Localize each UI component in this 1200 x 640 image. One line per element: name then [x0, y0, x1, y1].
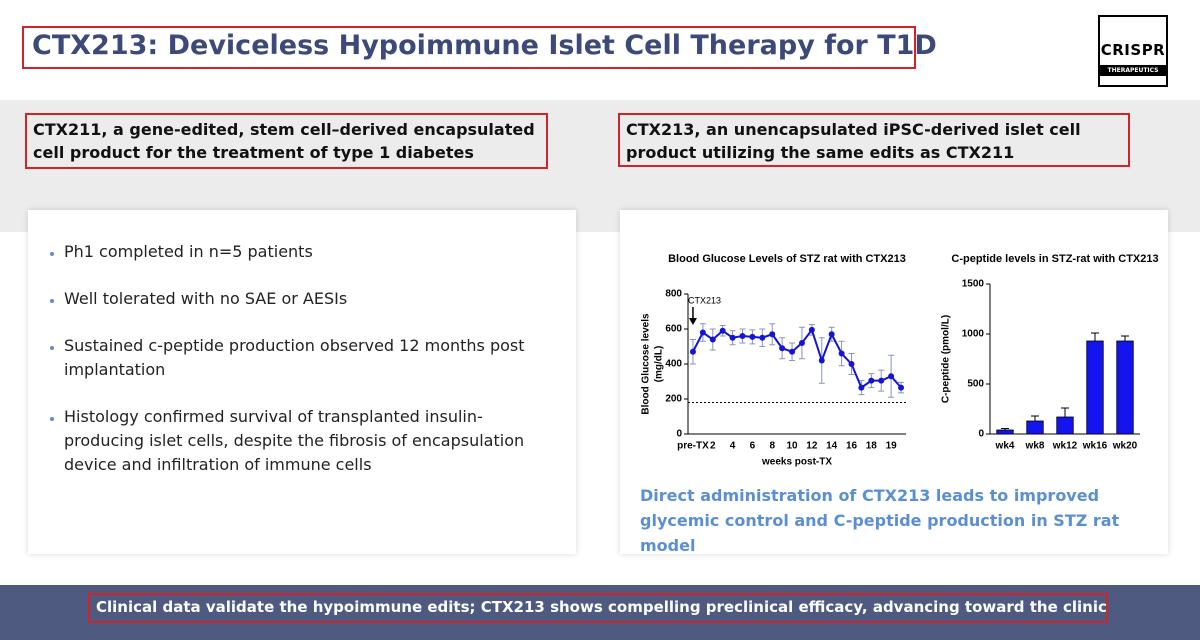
- chart-title: C-peptide levels in STZ-rat with CTX213: [951, 253, 1158, 265]
- point: [749, 333, 756, 340]
- y-tick-label: 200: [665, 394, 682, 405]
- right-heading: CTX213, an unencapsulated iPSC-derived i…: [618, 113, 1130, 167]
- x-tick-label: 12: [806, 441, 818, 452]
- point: [779, 345, 786, 352]
- bullet: Histology confirmed survival of transpla…: [64, 405, 552, 477]
- annotation-arrowhead: [688, 318, 697, 325]
- point: [838, 350, 845, 357]
- y-tick-label: 600: [665, 324, 682, 335]
- point: [759, 334, 766, 341]
- bullet-list: Ph1 completed in n=5 patients Well tolera…: [44, 240, 552, 477]
- point: [729, 334, 736, 341]
- y-axis-label: Blood Glucose levels: [641, 313, 652, 415]
- line: [692, 327, 902, 390]
- chart-title: Blood Glucose Levels of STZ rat with CTX…: [668, 253, 906, 265]
- bullet: Well tolerated with no SAE or AESIs: [64, 287, 552, 311]
- point: [798, 340, 805, 346]
- caption: Direct administration of CTX213 leads to…: [640, 486, 1120, 555]
- x-tick-label: 19: [886, 441, 898, 452]
- y-tick-label: 400: [665, 359, 682, 370]
- point: [828, 331, 835, 338]
- y-tick-label: 0: [676, 429, 682, 440]
- point: [898, 384, 905, 391]
- y-tick-label: 800: [665, 289, 682, 300]
- x-tick-label: 16: [846, 441, 858, 452]
- x-axis-label: weeks post-TX: [761, 457, 832, 468]
- point: [719, 327, 726, 334]
- point: [808, 326, 815, 333]
- x-tick-label: pre-TX: [677, 441, 709, 452]
- bar: [1056, 416, 1074, 435]
- y-tick-label: 0: [978, 429, 984, 440]
- x-tick-label: 8: [769, 441, 775, 452]
- point: [789, 348, 796, 355]
- y-tick-label: 1000: [962, 329, 985, 340]
- point: [878, 377, 885, 384]
- point: [848, 361, 855, 367]
- logo: CRISPR THERAPEUTICS: [1098, 15, 1168, 87]
- x-tick-label: wk20: [1112, 441, 1138, 452]
- x-tick-label: 4: [730, 441, 736, 452]
- y-tick-label: 500: [967, 379, 984, 390]
- bar: [1086, 340, 1104, 435]
- point: [689, 348, 696, 355]
- point: [888, 373, 895, 380]
- point: [769, 331, 776, 338]
- bullet: Sustained c-peptide production observed …: [64, 334, 552, 382]
- y-tick-label: 1500: [962, 279, 985, 290]
- y-axis-label: C-peptide (pmol/L): [941, 315, 952, 403]
- x-tick-label: wk12: [1052, 441, 1078, 452]
- x-tick-label: 10: [786, 441, 798, 452]
- x-tick-label: wk8: [1025, 441, 1045, 452]
- bar: [1026, 420, 1044, 435]
- footer-text: Clinical data validate the hypoimmune ed…: [88, 593, 1108, 623]
- point: [699, 329, 706, 336]
- x-tick-label: 14: [826, 441, 838, 452]
- bar: [1116, 340, 1134, 435]
- point: [709, 336, 716, 343]
- point: [739, 333, 746, 339]
- x-tick-label: 2: [710, 441, 716, 452]
- logo-tagline: THERAPEUTICS: [1100, 65, 1166, 76]
- slide-title: CTX213: Deviceless Hypoimmune Islet Cell…: [22, 26, 937, 69]
- logo-name: CRISPR: [1100, 41, 1166, 59]
- point: [858, 384, 865, 391]
- point: [818, 357, 825, 364]
- right-card: [620, 210, 1168, 554]
- annotation: CTX213: [688, 295, 721, 305]
- x-tick-label: 18: [866, 441, 878, 452]
- x-tick-label: wk4: [995, 441, 1015, 452]
- bullet: Ph1 completed in n=5 patients: [64, 240, 552, 264]
- left-heading: CTX211, a gene-edited, stem cell–derived…: [25, 113, 548, 169]
- x-tick-label: 6: [750, 441, 756, 452]
- left-card: Ph1 completed in n=5 patients Well tolera…: [28, 210, 576, 554]
- y-axis-label: (mg/dL): [654, 346, 665, 383]
- x-tick-label: wk16: [1082, 441, 1108, 452]
- bar: [996, 429, 1014, 435]
- point: [868, 377, 875, 384]
